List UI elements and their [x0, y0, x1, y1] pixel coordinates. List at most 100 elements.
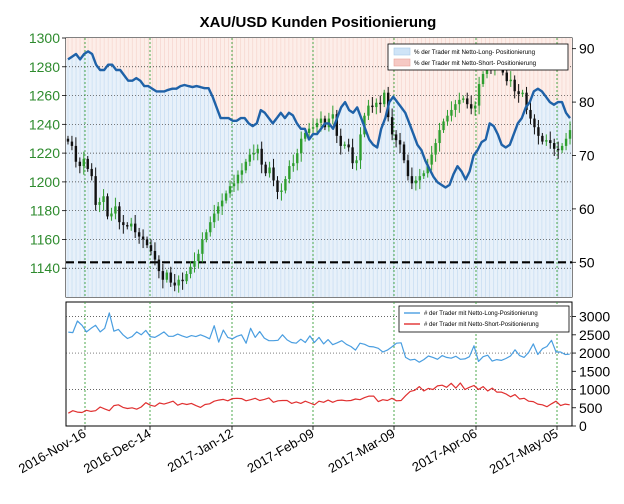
candle-body — [288, 166, 291, 180]
candle-body — [181, 279, 184, 282]
left-tick-label: 1280 — [29, 59, 60, 75]
candle-body — [414, 180, 418, 184]
candle-body — [82, 158, 85, 167]
candle-body — [568, 130, 572, 139]
candle-body — [390, 117, 394, 135]
left-tick-label: 1300 — [29, 30, 60, 46]
x-tick-label: 2017-Apr-06 — [409, 426, 479, 475]
candle-body — [347, 144, 350, 148]
candle-body — [375, 102, 378, 108]
candle-body — [359, 134, 362, 161]
x-tick-label: 2017-Jan-12 — [165, 426, 236, 475]
candle-body — [517, 91, 520, 95]
count-long-path — [68, 312, 570, 363]
candle-body — [94, 176, 97, 205]
left-tick-label: 1240 — [29, 116, 60, 132]
candle-body — [521, 92, 524, 95]
candle-body — [426, 164, 429, 174]
right-axis-ticks: 50 60 70 80 90 — [572, 41, 595, 270]
candle-body — [98, 202, 101, 205]
candle-body — [473, 105, 477, 109]
candle-body — [189, 266, 192, 274]
count-legend-box — [398, 305, 570, 333]
candle-body — [240, 170, 244, 175]
candle-body — [315, 122, 319, 128]
candle-body — [256, 148, 259, 154]
candle-body — [216, 206, 220, 214]
candle-body — [284, 179, 287, 191]
count-tick-label: 500 — [579, 400, 603, 416]
candle-body — [556, 148, 560, 151]
legend-label-short: % der Trader mit Netto-Short- Positionie… — [414, 60, 537, 67]
candle-body — [469, 104, 473, 109]
candle-body — [78, 161, 82, 167]
candle-body — [442, 121, 445, 131]
count-legend-label-short: # der Trader mit Netto-Short-Positionier… — [424, 322, 539, 328]
candle-body — [545, 140, 548, 142]
candle-body — [86, 158, 89, 169]
candle-body — [173, 282, 176, 286]
candle-body — [300, 138, 303, 154]
long-percent-path — [67, 50, 571, 189]
candle-body — [213, 213, 216, 223]
candle-body — [438, 130, 441, 144]
candle-body — [355, 160, 358, 164]
price-panel: 1140 1160 1180 1200 1220 1240 1260 1280 1300 50 6… — [29, 30, 595, 298]
candle-body — [398, 140, 402, 145]
count-tick-label: 0 — [579, 418, 587, 434]
candle-body — [529, 109, 532, 119]
candle-body — [169, 272, 172, 283]
candle-body — [165, 272, 169, 280]
right-tick-label: 90 — [579, 41, 595, 57]
left-tick-label: 1200 — [29, 174, 60, 190]
count-tick-label: 2000 — [579, 345, 610, 361]
candle-body — [102, 196, 105, 203]
candle-body — [319, 118, 323, 123]
candle-body — [509, 79, 512, 82]
candle-body — [331, 114, 335, 119]
candle-body — [133, 223, 137, 233]
candle-body — [114, 206, 117, 214]
candle-body — [177, 279, 180, 286]
candle-body — [296, 153, 299, 164]
candle-body — [248, 154, 252, 162]
count-legend: # der Trader mit Netto-Long-Positionieru… — [398, 305, 570, 333]
candle-body — [311, 127, 315, 129]
count-tick-label: 2500 — [579, 327, 610, 343]
count-tick-label: 1000 — [579, 382, 610, 398]
candle-body — [351, 147, 354, 164]
candle-body — [367, 105, 370, 116]
candle-body — [161, 271, 165, 280]
left-tick-label: 1140 — [30, 260, 60, 276]
left-tick-label: 1260 — [29, 88, 60, 104]
candle-body — [513, 79, 516, 92]
candle-body — [537, 127, 540, 136]
price-legend: % der Trader mit Netto-Long- Positionier… — [387, 43, 569, 71]
candle-body — [201, 239, 204, 254]
left-tick-label: 1180 — [30, 203, 60, 219]
left-tick-label: 1160 — [30, 231, 60, 247]
x-tick-label: 2017-Feb-09 — [245, 426, 317, 476]
legend-swatch-short — [393, 58, 411, 67]
candle-body — [371, 105, 374, 108]
left-axis-ticks: 1140 1160 1180 1200 1220 1240 1260 1280 1300 — [29, 30, 66, 276]
candle-body — [394, 134, 398, 141]
candle-body — [236, 174, 240, 184]
candle-body — [525, 92, 528, 110]
candle-body — [193, 261, 196, 267]
candle-body — [307, 128, 311, 133]
candle-body — [268, 167, 271, 174]
candle-body — [276, 180, 279, 192]
candle-body — [446, 115, 449, 122]
price-candles — [66, 50, 572, 293]
chart-title: XAU/USD Kunden Positionierung — [200, 14, 437, 31]
left-tick-label: 1220 — [29, 145, 60, 161]
x-tick-label: 2017-May-05 — [487, 426, 561, 477]
candle-body — [264, 164, 267, 174]
candle-body — [533, 118, 536, 128]
candle-body — [272, 167, 275, 181]
candle-body — [130, 223, 133, 227]
candle-body — [90, 168, 93, 177]
sentiment-shading — [66, 38, 572, 297]
candle-body — [406, 160, 410, 177]
